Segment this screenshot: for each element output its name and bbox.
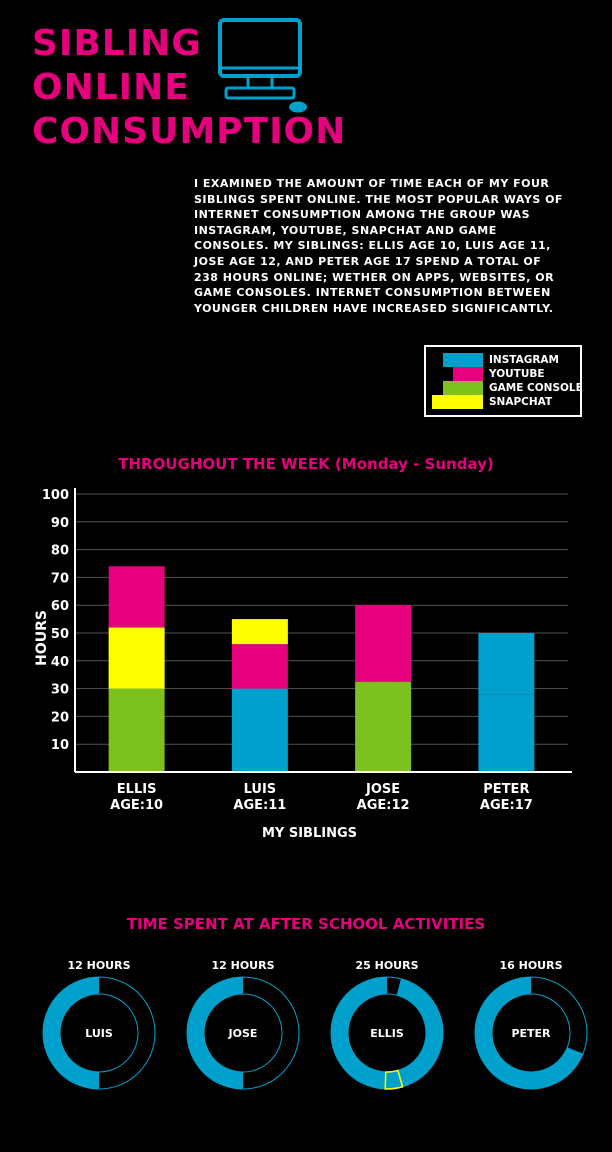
- intro-paragraph: I examined the amount of time each of my…: [194, 177, 563, 315]
- donut-center-label: JOSE: [228, 1027, 258, 1040]
- bar-segment-youtube: [108, 566, 165, 628]
- donut-hours-label: 16 HOURS: [499, 959, 562, 972]
- legend-label: INSTAGRAM: [489, 354, 560, 366]
- x-tick-sublabel: AGE:10: [110, 798, 163, 813]
- donut-center-label: PETER: [511, 1027, 551, 1040]
- y-tick-label: 60: [51, 599, 69, 614]
- x-tick-label: PETER: [483, 782, 529, 797]
- legend-label: GAME CONSOLE: [489, 382, 583, 394]
- legend-label: SNAPCHAT: [489, 396, 553, 408]
- x-tick-label: ELLIS: [117, 782, 157, 797]
- donut-segment: [331, 977, 444, 1089]
- bar-segment-instagram: [478, 633, 535, 695]
- bar-segment-youtube: [231, 644, 288, 689]
- donut-hours-label: 12 HOURS: [67, 959, 130, 972]
- y-tick-label: 10: [51, 738, 69, 753]
- donut-segment: [187, 977, 243, 1089]
- x-tick-sublabel: AGE:12: [357, 798, 410, 813]
- bar-segment-game-console: [108, 688, 165, 772]
- legend-swatch-instagram: [443, 353, 483, 367]
- title-line-1: SIBLING: [32, 23, 202, 64]
- donut-chart-title: TIME SPENT AT AFTER SCHOOL ACTIVITIES: [126, 915, 486, 933]
- title-line-2: ONLINE: [32, 67, 190, 108]
- donut-center-label: ELLIS: [370, 1027, 404, 1040]
- legend-label: YOUTUBE: [489, 368, 545, 380]
- donut-highlight: [384, 1069, 404, 1090]
- bar-segment-snapchat: [231, 619, 288, 645]
- donut-hours-label: 25 HOURS: [355, 959, 418, 972]
- x-axis-label: MY SIBLINGS: [262, 826, 357, 841]
- computer-monitor-icon: [218, 18, 307, 113]
- title-line-3: CONSUMPTION: [32, 111, 347, 152]
- legend-swatch-game-console: [443, 381, 483, 395]
- donut-segment: [475, 977, 584, 1089]
- bar-segment-instagram: [478, 694, 535, 772]
- y-tick-label: 80: [51, 544, 69, 559]
- bar-segment-instagram: [231, 688, 288, 772]
- y-tick-label: 20: [51, 710, 69, 725]
- y-axis-label: HOURS: [34, 610, 50, 666]
- x-tick-sublabel: AGE:11: [233, 798, 286, 813]
- bar-chart-title: THROUGHOUT THE WEEK (Monday - Sunday): [118, 455, 494, 473]
- y-tick-label: 100: [42, 488, 69, 503]
- y-tick-label: 40: [51, 655, 69, 670]
- legend-swatch-youtube: [453, 367, 483, 381]
- legend-swatch-snapchat: [432, 395, 483, 409]
- y-tick-label: 50: [51, 627, 69, 642]
- donut-charts: 12 HOURS LUIS 12 HOURS JOSE 25 HOURS ELLIS 16 …: [42, 959, 588, 1090]
- donut-center-label: LUIS: [85, 1027, 113, 1040]
- y-tick-label: 70: [51, 571, 69, 586]
- x-tick-sublabel: AGE:17: [480, 798, 533, 813]
- y-tick-label: 90: [51, 516, 69, 531]
- x-tick-label: JOSE: [365, 782, 400, 797]
- page-title: SIBLING ONLINE CONSUMPTION: [32, 22, 346, 154]
- bar-segment-snapchat: [108, 627, 165, 689]
- donut-hours-label: 12 HOURS: [211, 959, 274, 972]
- bar-segment-game-console: [355, 681, 412, 772]
- x-tick-label: LUIS: [244, 782, 277, 797]
- chart-legend: INSTAGRAM YOUTUBE GAME CONSOLE SNAPCHAT: [424, 345, 583, 417]
- bar-segment-youtube: [355, 605, 412, 682]
- y-tick-label: 30: [51, 683, 69, 698]
- donut-segment: [43, 977, 99, 1089]
